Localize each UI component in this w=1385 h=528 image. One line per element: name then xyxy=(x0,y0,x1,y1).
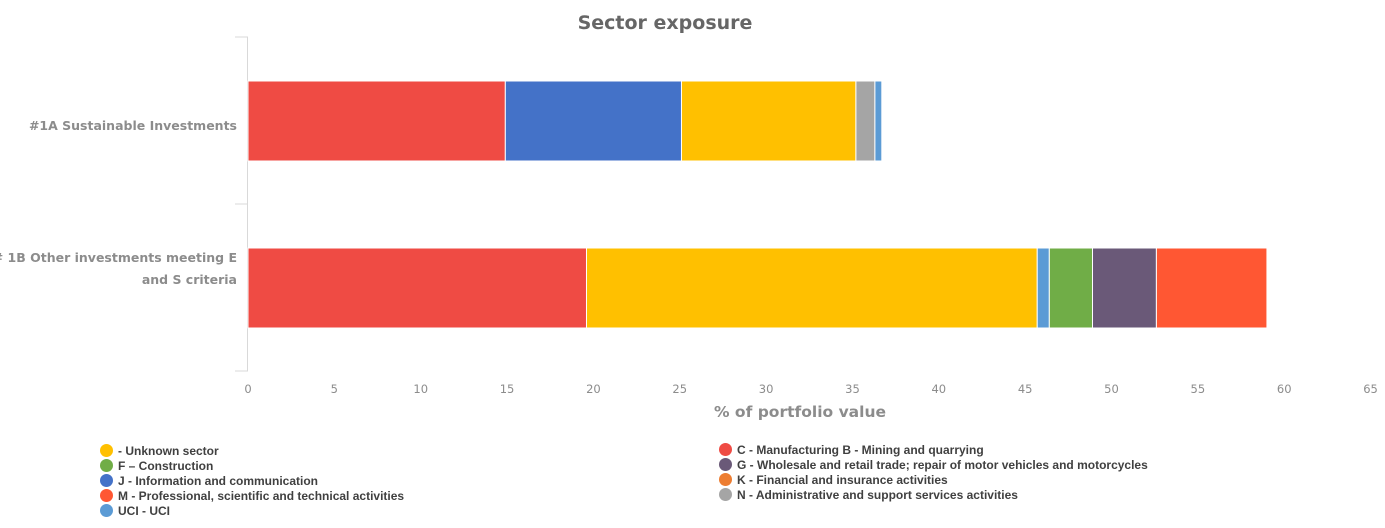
legend-marker-icon xyxy=(719,443,732,456)
x-tick-label: 30 xyxy=(759,382,774,396)
legend-item: - Unknown sector xyxy=(100,443,404,458)
legend-marker-icon xyxy=(100,444,113,457)
x-tick-label: 15 xyxy=(500,382,515,396)
bar-segment xyxy=(855,80,876,162)
legend-item: C - Manufacturing B - Mining and quarryi… xyxy=(719,442,1148,457)
legend-label: - Unknown sector xyxy=(118,443,219,458)
legend-item: F – Construction xyxy=(100,458,404,473)
legend-item: M - Professional, scientific and technic… xyxy=(100,488,404,503)
x-tick-label: 45 xyxy=(1018,382,1033,396)
legend-marker-icon xyxy=(719,488,732,501)
x-tick-label: 0 xyxy=(244,382,251,396)
x-tick-label: 25 xyxy=(672,382,687,396)
legend-label: UCI - UCI xyxy=(118,503,170,518)
category-label: #1A Sustainable Investments xyxy=(29,118,237,133)
legend-item: K - Financial and insurance activities xyxy=(719,472,1148,487)
legend-marker-icon xyxy=(100,504,113,517)
bar-segment xyxy=(504,80,682,162)
bar-segment xyxy=(1155,247,1268,329)
bar-segment xyxy=(247,247,587,329)
legend-label: K - Financial and insurance activities xyxy=(737,472,948,487)
x-tick-label: 35 xyxy=(845,382,860,396)
bar-segment xyxy=(1036,247,1050,329)
legend-item: J - Information and communication xyxy=(100,473,404,488)
x-axis-ticks: 0 5 10 15 20 25 30 35 40 45 50 55 60 65 xyxy=(244,382,1378,396)
legend-marker-icon xyxy=(100,474,113,487)
legend-right-column: C - Manufacturing B - Mining and quarryi… xyxy=(719,442,1148,502)
x-tick-label: 50 xyxy=(1104,382,1119,396)
x-tick-label: 5 xyxy=(331,382,338,396)
legend-marker-icon xyxy=(719,473,732,486)
category-labels: #1A Sustainable Investments # 1B Other in… xyxy=(0,118,237,287)
x-tick-label: 60 xyxy=(1277,382,1292,396)
legend-marker-icon xyxy=(100,489,113,502)
category-label: and S criteria xyxy=(142,272,237,287)
legend-label: C - Manufacturing B - Mining and quarryi… xyxy=(737,442,984,457)
legend-label: J - Information and communication xyxy=(118,473,319,488)
bar-segment xyxy=(585,247,1038,329)
x-tick-label: 55 xyxy=(1191,382,1206,396)
x-tick-label: 40 xyxy=(931,382,946,396)
legend-label: F – Construction xyxy=(118,458,214,473)
bar-segment xyxy=(1092,247,1157,329)
legend-left-column: - Unknown sector F – Construction J - Info… xyxy=(100,443,404,518)
legend-label: G - Wholesale and retail trade; repair o… xyxy=(737,457,1148,472)
bar-segment xyxy=(680,80,857,162)
legend-item: UCI - UCI xyxy=(100,503,404,518)
legend-label: N - Administrative and support services … xyxy=(737,487,1018,502)
legend-marker-icon xyxy=(100,459,113,472)
bar-segment xyxy=(874,80,883,162)
legend-item: N - Administrative and support services … xyxy=(719,487,1148,502)
chart-title: Sector exposure xyxy=(578,12,753,34)
legend-item: G - Wholesale and retail trade; repair o… xyxy=(719,457,1148,472)
legend-label: M - Professional, scientific and technic… xyxy=(118,488,405,503)
x-tick-label: 65 xyxy=(1363,382,1378,396)
y-axis-ticks xyxy=(235,36,248,372)
bars xyxy=(247,80,1268,329)
bar-segment xyxy=(247,80,506,162)
bar-segment xyxy=(1048,247,1094,329)
x-axis-title: % of portfolio value xyxy=(714,403,886,421)
x-tick-label: 10 xyxy=(413,382,428,396)
legend-marker-icon xyxy=(719,458,732,471)
category-label: # 1B Other investments meeting E xyxy=(0,250,237,265)
x-tick-label: 20 xyxy=(586,382,601,396)
